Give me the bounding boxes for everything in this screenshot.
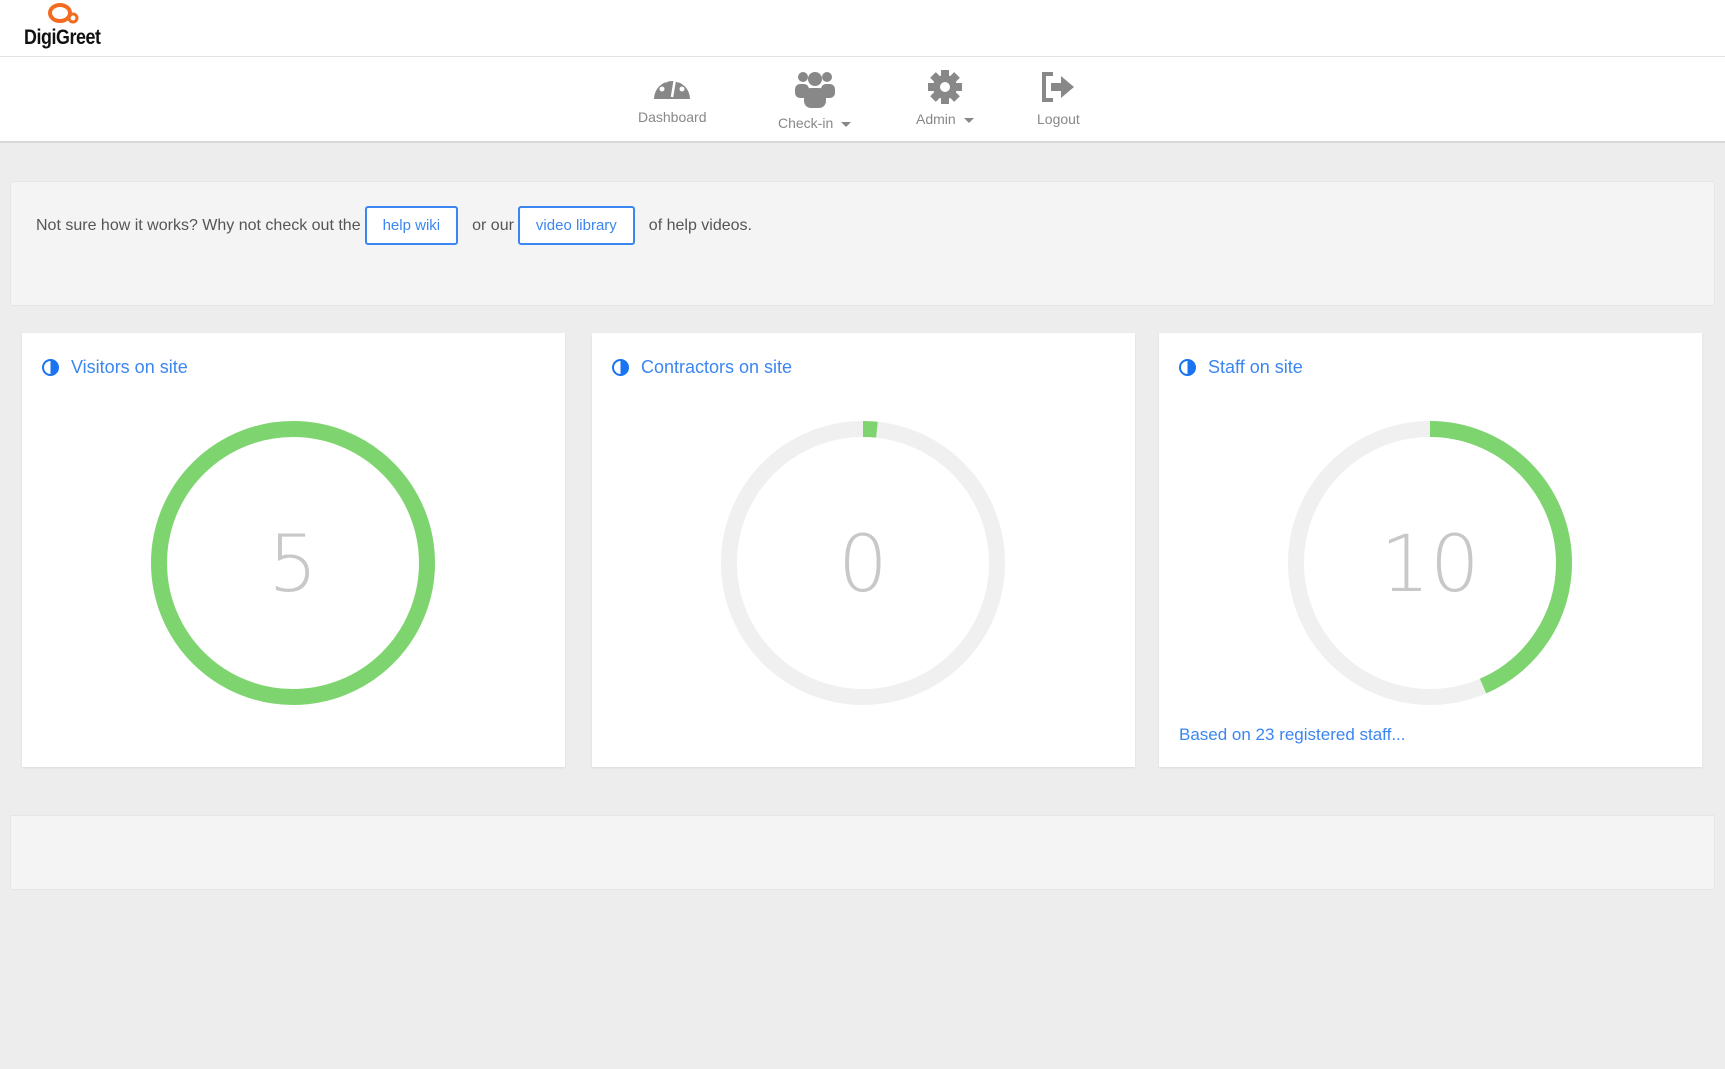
banner-text: or our (472, 216, 514, 234)
gauge-value: 10 (1380, 520, 1479, 610)
nav-label: Dashboard (638, 109, 707, 125)
digigreet-logo-icon[interactable] (22, 2, 112, 54)
card-title[interactable]: Visitors on site (71, 357, 188, 377)
gauge-value: 5 (268, 520, 318, 610)
top-bar: DigiGreet (0, 0, 1725, 57)
staff-gauge: 10 (1280, 413, 1580, 718)
registered-staff-link[interactable]: Based on 23 registered staff... (1179, 725, 1406, 744)
help-wiki-button[interactable]: help wiki (364, 206, 459, 245)
visitors-gauge: 5 (143, 413, 443, 718)
card-title[interactable]: Contractors on site (641, 357, 793, 377)
gauge-chart: 0 (721, 421, 1005, 705)
bottom-panel (10, 815, 1715, 890)
gear-icon (927, 70, 962, 104)
card-visitors: Visitors on site 5 (22, 333, 565, 767)
nav-check-in[interactable]: Check-in (778, 69, 852, 131)
nav-label: Check-in (778, 115, 834, 131)
half-circle-icon (1179, 359, 1196, 376)
gauge-fill (151, 421, 435, 705)
nav-label: Admin (916, 111, 956, 127)
half-circle-icon (612, 359, 629, 376)
banner-text: Not sure how it works? Why not check out… (36, 216, 361, 234)
gauge-fill (1288, 421, 1572, 705)
caret-down-icon (963, 117, 974, 123)
contractors-gauge: 0 (713, 413, 1013, 718)
brand-name: DigiGreet (24, 26, 101, 49)
caret-down-icon (841, 121, 852, 127)
users-icon (794, 72, 835, 108)
nav-admin[interactable]: Admin (916, 69, 974, 127)
half-circle-icon (42, 359, 59, 376)
nav-logout[interactable]: Logout (1037, 69, 1080, 127)
gauge-chart: 10 (1288, 421, 1572, 705)
dashboard-gauge-icon (654, 77, 691, 99)
nav-dashboard[interactable]: Dashboard (638, 69, 707, 125)
card-staff: Staff on site 10 Based on 23 registered … (1159, 333, 1702, 767)
video-library-button[interactable]: video library (517, 206, 635, 245)
gauge-chart: 5 (151, 421, 435, 705)
gauge-value: 0 (838, 520, 888, 610)
card-title[interactable]: Staff on site (1208, 357, 1303, 377)
card-contractors: Contractors on site 0 (592, 333, 1135, 767)
banner-text: of help videos. (648, 216, 752, 234)
main-nav: Dashboard Check-in Admin Logout (0, 57, 1725, 143)
nav-label: Logout (1037, 111, 1080, 127)
help-banner: Not sure how it works? Why not check out… (10, 181, 1715, 306)
logout-icon (1042, 72, 1075, 102)
gauge-fill (721, 421, 1005, 705)
